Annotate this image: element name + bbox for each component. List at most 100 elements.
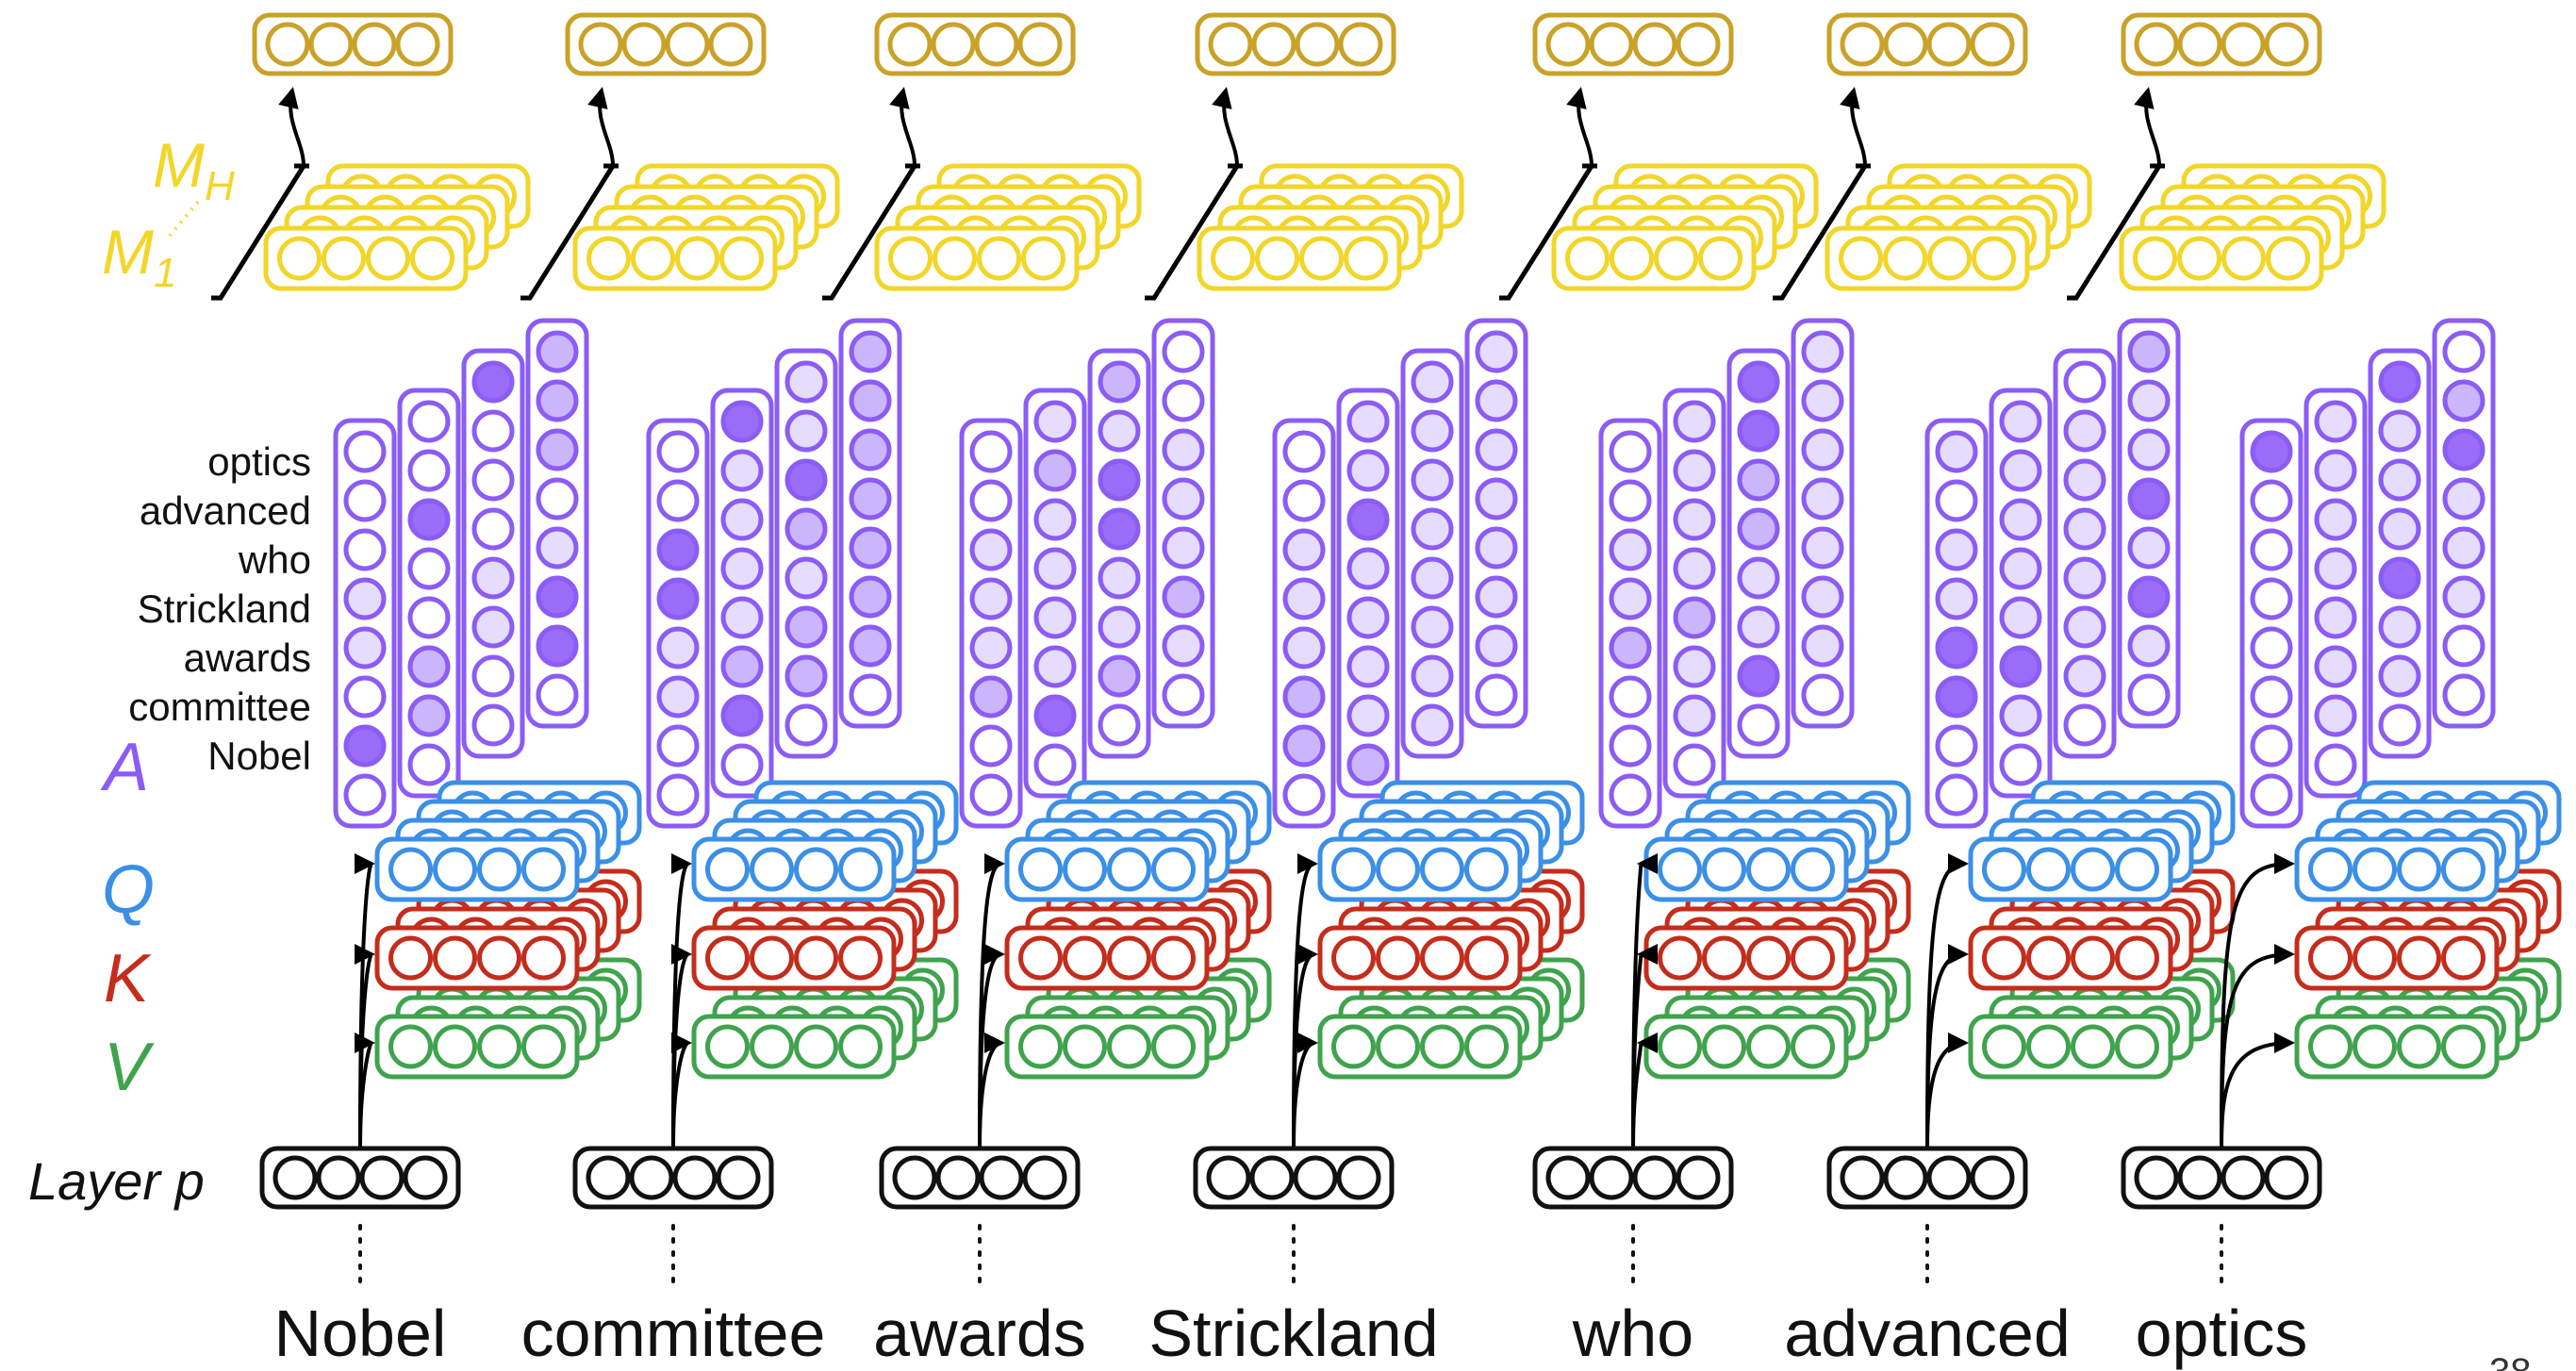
attention-weight xyxy=(2314,743,2357,786)
attention-weight xyxy=(1162,379,1205,422)
qkv-vector xyxy=(1968,925,2173,991)
neuron xyxy=(1746,935,1791,981)
attention-weight xyxy=(1282,430,1326,473)
attention-head-column xyxy=(2368,348,2432,759)
attention-row-label: awards xyxy=(184,636,311,680)
attention-head-column xyxy=(1598,418,1662,829)
output-arrow xyxy=(1566,87,1593,167)
neuron xyxy=(1589,22,1634,67)
neuron xyxy=(1589,1155,1634,1200)
attention-weight xyxy=(343,577,387,620)
attention-head-column xyxy=(1726,348,1791,759)
attention-weight xyxy=(969,430,1013,473)
neuron xyxy=(2115,847,2159,892)
neuron xyxy=(1839,236,1883,281)
attention-weight xyxy=(471,703,515,747)
attention-weight xyxy=(1737,556,1780,600)
attention-weight xyxy=(536,428,579,471)
attention-weight xyxy=(1737,409,1780,453)
attention-weight xyxy=(656,773,700,817)
attention-weight xyxy=(2250,430,2293,473)
neuron xyxy=(1982,935,2026,981)
attention-weight xyxy=(2378,360,2421,404)
attention-weight xyxy=(1346,645,1390,688)
attention-weight xyxy=(1033,645,1077,688)
attention-weight xyxy=(2250,626,2293,669)
head-vector xyxy=(2119,225,2324,291)
neuron xyxy=(1982,1024,2026,1069)
attention-weight xyxy=(1609,528,1652,571)
neuron xyxy=(1464,847,1509,892)
qkv-vector xyxy=(374,925,580,991)
attention-weight xyxy=(1033,743,1077,786)
attention-weight xyxy=(471,360,515,404)
neuron xyxy=(1702,847,1746,892)
neuron xyxy=(621,22,667,67)
attention-weight xyxy=(536,379,579,422)
attention-weight xyxy=(1673,596,1716,639)
neuron xyxy=(2264,22,2309,67)
neuron xyxy=(1927,236,1972,281)
neuron xyxy=(794,935,838,981)
projection-arrow xyxy=(1925,1032,1969,1148)
attention-weight xyxy=(1801,428,1844,471)
attention-weight xyxy=(1935,528,1978,571)
attention-weight xyxy=(407,400,451,443)
attention-weight xyxy=(1033,449,1077,492)
attention-weight xyxy=(2314,547,2357,590)
attention-head-column xyxy=(1272,418,1336,829)
attention-weight xyxy=(969,479,1013,522)
attention-weight xyxy=(1609,675,1652,719)
attention-weight xyxy=(1098,654,1141,698)
neuron xyxy=(1420,1024,1464,1069)
token-label: committee xyxy=(521,1297,826,1370)
neuron xyxy=(1295,22,1340,67)
output-arrow xyxy=(1840,87,1867,167)
attention-head-column xyxy=(525,318,589,729)
neuron xyxy=(1702,935,1746,981)
attention-weight xyxy=(1801,624,1844,668)
attention-weight xyxy=(2442,575,2485,619)
attention-head-column xyxy=(774,348,838,759)
attention-head-column xyxy=(2239,418,2304,829)
attention-weight xyxy=(1282,773,1326,817)
attention-weight xyxy=(1346,400,1390,443)
qkv-vector xyxy=(1968,1014,2173,1080)
output-vector xyxy=(1532,12,1734,76)
attention-weight xyxy=(1098,360,1141,404)
neuron xyxy=(705,847,750,892)
qkv-vector xyxy=(1968,836,2173,902)
neuron xyxy=(1206,1155,1251,1200)
neuron xyxy=(2071,847,2115,892)
attention-weight xyxy=(1411,360,1454,404)
attention-weight xyxy=(2314,400,2357,443)
attention-weight xyxy=(407,498,451,541)
neuron xyxy=(2397,935,2441,981)
output-vector xyxy=(2121,12,2322,76)
attention-weight xyxy=(471,458,515,502)
attention-weight xyxy=(2442,428,2485,471)
neuron xyxy=(1018,1024,1063,1069)
qkv-vector xyxy=(1643,1014,1849,1080)
attention-weight xyxy=(2378,654,2421,698)
attention-weight xyxy=(1033,596,1077,639)
attention-weight xyxy=(656,626,700,669)
attention-weight xyxy=(471,507,515,551)
attention-weight xyxy=(1999,645,2042,688)
attention-head-column xyxy=(397,388,461,799)
v-symbol: V xyxy=(104,1030,155,1105)
attention-weight xyxy=(343,479,387,522)
attention-row-label: Nobel xyxy=(207,734,311,778)
attention-weight xyxy=(1098,458,1141,502)
attention-head-column xyxy=(2117,318,2181,729)
attention-weight xyxy=(784,458,828,502)
neuron xyxy=(750,1024,794,1069)
projection-arrow xyxy=(2220,1032,2295,1148)
attention-weight xyxy=(2127,673,2171,717)
attention-weight xyxy=(849,330,892,373)
neuron xyxy=(1545,1155,1591,1200)
neuron xyxy=(1791,1024,1835,1069)
neuron xyxy=(359,1155,405,1200)
neuron xyxy=(2177,236,2221,281)
attention-weight xyxy=(656,479,700,522)
